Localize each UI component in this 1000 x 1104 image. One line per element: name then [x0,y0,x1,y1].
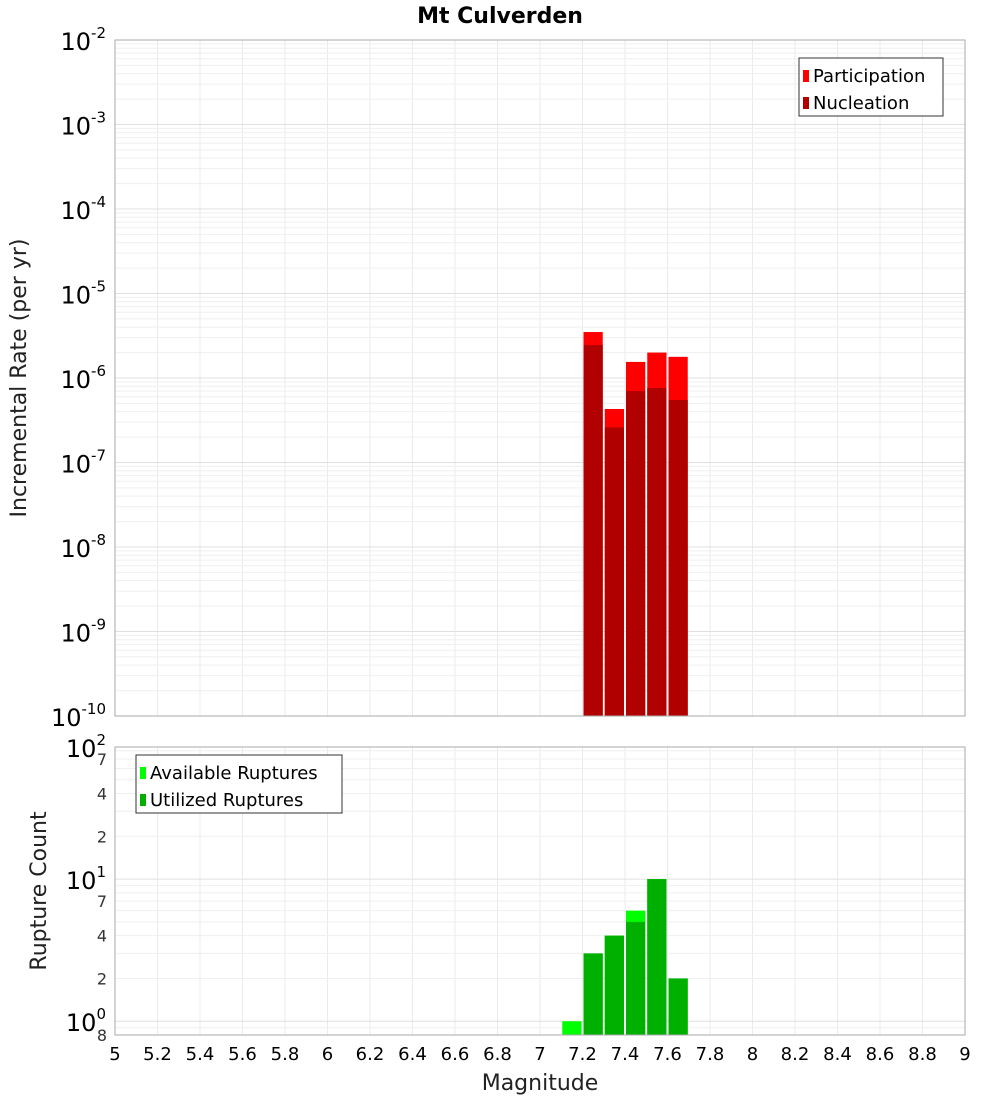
x-tick-label: 6.4 [398,1044,427,1065]
tick-base: 10 [51,704,82,732]
x-tick-label: 8.6 [866,1044,895,1065]
x-tick-label: 5.4 [186,1044,215,1065]
tick-exponent: -8 [91,531,106,549]
tick-exponent: -4 [91,193,106,211]
x-tick-label: 9 [959,1044,970,1065]
y-axis-label: Incremental Rate (per yr) [7,239,32,518]
tick-exponent: -3 [91,109,106,127]
y-tick-label: 4 [97,785,107,804]
x-tick-label: 6.2 [356,1044,385,1065]
bar-nucleation [668,399,688,716]
chart-title: Mt Culverden [417,4,583,29]
tick-base: 10 [60,113,91,141]
legend-swatch [803,70,809,82]
y-tick-label: 100 [66,1005,106,1037]
x-tick-label: 5.6 [228,1044,257,1065]
tick-exponent: -2 [91,24,106,42]
x-tick-label: 8.2 [781,1044,810,1065]
tick-base: 10 [60,451,91,479]
bar-available-ruptures [562,1021,582,1035]
tick-exponent: -7 [91,447,106,465]
legend-box [135,754,343,814]
legend-swatch [140,767,146,779]
tick-exponent: -5 [91,278,106,296]
y-tick-label: 102 [66,731,106,763]
y-tick-label: 7 [97,892,107,911]
tick-exponent: -9 [91,616,106,634]
bar-utilized-ruptures [626,921,646,1035]
tick-base: 10 [66,735,97,763]
plot-border [114,39,966,717]
y-tick-label: 2 [97,827,107,846]
x-tick-label: 5 [109,1044,120,1065]
x-tick-label: 7 [534,1044,545,1065]
tick-base: 10 [66,867,97,895]
y-tick-label: 10-10 [51,700,106,732]
y-tick-label: 8 [97,1026,107,1045]
y-tick-label: 10-3 [60,109,106,141]
x-axis-label: Magnitude [482,1071,599,1096]
y-tick-label: 10-6 [60,362,106,394]
y-tick-label: 10-9 [60,616,106,648]
legend-top: Participation Nucleation [798,57,944,117]
tick-base: 10 [60,366,91,394]
y-tick-label: 7 [97,750,107,769]
tick-base: 10 [60,28,91,56]
legend-swatch [140,794,146,806]
plot-border [114,746,966,1036]
y-tick-label: 10-5 [60,278,106,310]
x-tick-label: 5.2 [143,1044,172,1065]
x-tick-label: 8.8 [908,1044,937,1065]
tick-exponent: -10 [82,700,107,718]
x-tick-label: 6.8 [483,1044,512,1065]
tick-exponent: 1 [96,863,106,881]
legend-box [798,57,944,117]
y-tick-label: 10-8 [60,531,106,563]
x-tick-label: 6 [322,1044,333,1065]
bar-utilized-ruptures [604,935,624,1035]
tick-base: 10 [60,197,91,225]
legend-label: Utilized Ruptures [150,790,303,811]
y-tick-label: 4 [97,927,107,946]
y-tick-label: 10-7 [60,447,106,479]
bar-utilized-ruptures [647,879,667,1035]
bar-nucleation [583,345,603,716]
tick-base: 10 [60,620,91,648]
y-tick-label: 101 [66,863,106,895]
bar-utilized-ruptures [583,953,603,1035]
x-tick-label: 7.2 [568,1044,597,1065]
legend-label: Nucleation [813,93,909,114]
tick-exponent: 2 [96,731,106,749]
x-tick-label: 8.4 [823,1044,852,1065]
y-axis-label: Rupture Count [27,811,52,971]
x-tick-label: 7.8 [696,1044,725,1065]
x-tick-label: 6.6 [441,1044,470,1065]
legend-label: Available Ruptures [150,763,318,784]
x-tick-label: 7.4 [611,1044,640,1065]
tick-base: 10 [66,1009,97,1037]
bar-utilized-ruptures [668,978,688,1035]
x-tick-label: 5.8 [271,1044,300,1065]
bar-nucleation [604,427,624,716]
legend-label: Participation [813,66,925,87]
tick-exponent: -6 [91,362,106,380]
tick-base: 10 [60,282,91,310]
y-tick-label: 2 [97,969,107,988]
y-tick-label: 10-2 [60,24,106,56]
bar-nucleation [647,388,667,716]
x-tick-label: 8 [747,1044,758,1065]
tick-base: 10 [60,535,91,563]
tick-exponent: 0 [96,1005,106,1023]
x-tick-label: 7.6 [653,1044,682,1065]
legend-swatch [803,97,809,109]
bar-nucleation [626,391,646,716]
y-tick-label: 10-4 [60,193,106,225]
legend-bottom: Available Ruptures Utilized Ruptures [135,754,343,814]
